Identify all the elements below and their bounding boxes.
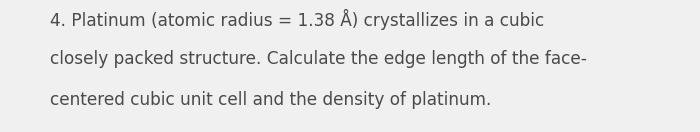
Text: centered cubic unit cell and the density of platinum.: centered cubic unit cell and the density… [50, 91, 492, 109]
Text: closely packed structure. Calculate the edge length of the face-: closely packed structure. Calculate the … [50, 50, 587, 68]
Text: 4. Platinum (atomic radius = 1.38 Å) crystallizes in a cubic: 4. Platinum (atomic radius = 1.38 Å) cry… [50, 9, 545, 30]
